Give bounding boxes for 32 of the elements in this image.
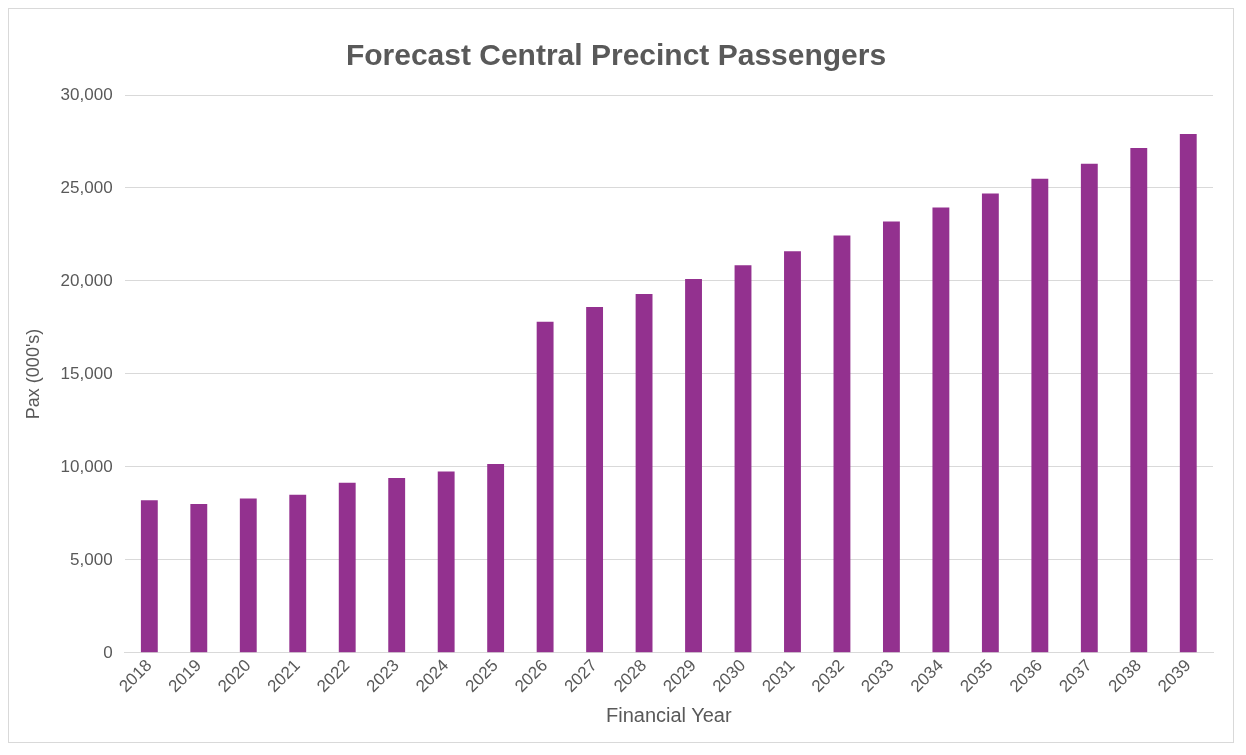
y-tick-label: 30,000 — [60, 84, 113, 104]
bar — [437, 471, 455, 653]
bar — [734, 265, 752, 653]
bar — [685, 279, 702, 653]
bar — [536, 321, 554, 653]
y-axis-title: Pax (000's) — [22, 328, 43, 420]
bar — [239, 498, 257, 653]
bar — [586, 306, 604, 653]
chart-title: Forecast Central Precinct Passengers — [345, 38, 887, 72]
y-tick-label: 10,000 — [60, 456, 113, 476]
bar — [289, 494, 307, 653]
bar — [338, 482, 356, 653]
bar — [140, 500, 158, 653]
bar — [882, 221, 900, 653]
bar — [784, 251, 801, 653]
bar — [1031, 178, 1049, 653]
bar — [1130, 147, 1148, 653]
bar — [981, 193, 999, 653]
bar — [487, 464, 505, 653]
bar — [1179, 134, 1197, 653]
y-tick-label: 25,000 — [60, 177, 113, 197]
bar — [388, 478, 406, 653]
x-axis-title: Financial Year — [605, 703, 732, 726]
bar — [833, 235, 851, 653]
y-tick-label: 0 — [103, 642, 113, 662]
bar — [932, 207, 950, 653]
bar — [190, 504, 208, 653]
y-tick-label: 5,000 — [70, 549, 113, 569]
y-tick-label: 15,000 — [60, 363, 113, 383]
bar — [1080, 163, 1098, 653]
bar — [635, 293, 653, 653]
y-tick-label: 20,000 — [60, 270, 113, 290]
